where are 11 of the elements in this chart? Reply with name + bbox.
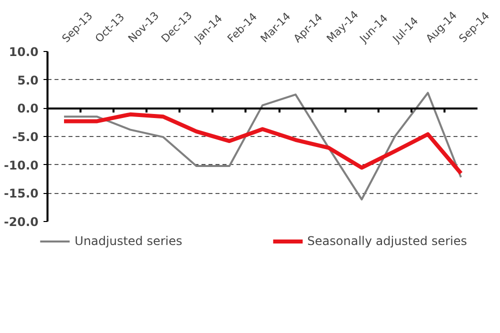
y-tick-label: -10.0 xyxy=(4,158,39,172)
line-series xyxy=(62,112,463,176)
legend-label: Unadjusted series xyxy=(74,234,182,248)
legend-label: Seasonally adjusted series xyxy=(307,234,467,248)
y-tick-label: -20.0 xyxy=(4,215,39,229)
line-series xyxy=(63,92,462,200)
y-tick-label: 5.0 xyxy=(17,73,39,88)
y-tick-label: -15.0 xyxy=(4,186,39,201)
y-tick-label: 0.0 xyxy=(17,102,39,116)
y-tick-label: 10.0 xyxy=(8,45,38,59)
y-tick-label: -5.0 xyxy=(12,130,39,144)
